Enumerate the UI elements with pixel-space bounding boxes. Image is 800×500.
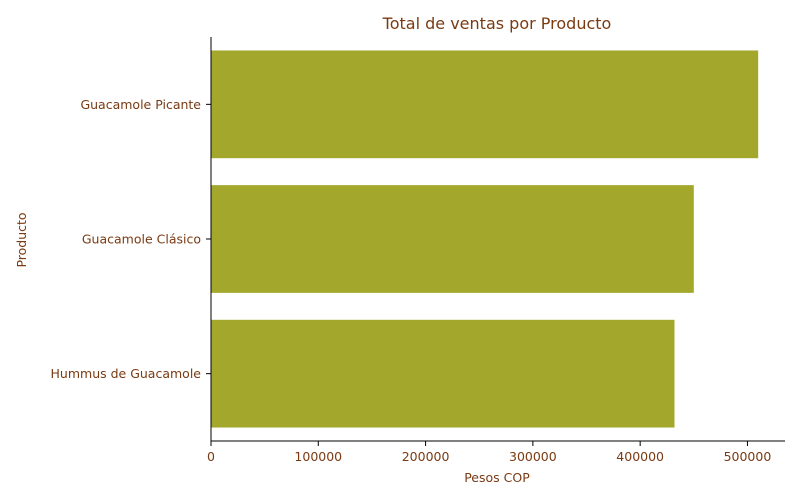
y-axis-label: Producto [14,212,29,267]
x-tick-label-6: 500000 [724,449,772,464]
x-tick-label-4: 300000 [509,449,557,464]
x-tick-label-2: 100000 [294,449,342,464]
y-tick-label-2: Guacamole Clásico [82,232,201,247]
x-axis-label: Pesos COP [464,470,530,485]
bar-2 [211,185,694,293]
x-tick-label-3: 200000 [402,449,450,464]
axes-layer: Guacamole Picante Guacamole Clásico Hummus… [51,37,785,464]
x-tick-label-1: 0 [207,449,215,464]
x-tick-label-5: 400000 [616,449,664,464]
y-tick-label-1: Guacamole Picante [80,97,201,112]
y-tick-label-3: Hummus de Guacamole [51,366,202,381]
bar-3 [211,319,675,428]
chart-title: Total de ventas por Producto [382,14,612,33]
bar-1 [211,50,759,159]
bars-layer [211,50,759,428]
